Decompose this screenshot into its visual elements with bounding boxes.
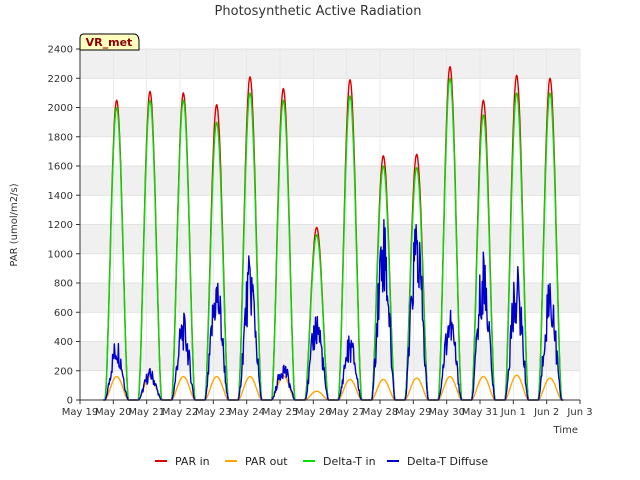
x-tick-label: May 22	[162, 407, 199, 418]
x-tick-label: Jun 1	[500, 407, 526, 418]
y-tick-label: 800	[54, 279, 73, 290]
y-tick-label: 1400	[48, 191, 73, 202]
y-tick-label: 400	[54, 337, 73, 348]
badge-box	[79, 33, 140, 51]
grid-band	[80, 283, 580, 313]
legend-label: PAR out	[245, 455, 288, 468]
y-tick-label: 600	[54, 308, 73, 319]
y-tick-label: 2000	[48, 103, 73, 114]
grid-band	[80, 166, 580, 196]
site-badge: VR_met	[79, 33, 140, 51]
x-tick-label: May 19	[62, 407, 99, 418]
y-axis-ticks: 0 200 400 600 800 1000 1200 1400 1600 1800 2000 220…	[48, 45, 80, 407]
x-tick-label: May 26	[295, 407, 332, 418]
chart-title: Photosynthetic Active Radiation	[215, 4, 422, 19]
x-tick-label: May 21	[128, 407, 165, 418]
y-tick-label: 1000	[48, 249, 73, 260]
x-axis-label: Time	[553, 425, 578, 436]
x-tick-label: Jun 3	[566, 407, 592, 418]
x-tick-label: May 29	[395, 407, 432, 418]
x-tick-label: May 23	[195, 407, 232, 418]
y-axis-label: PAR (umol/m2/s)	[9, 183, 20, 266]
x-tick-label: May 20	[95, 407, 132, 418]
legend-label: PAR in	[175, 455, 210, 468]
x-tick-label: May 25	[262, 407, 299, 418]
legend: PAR in PAR out Delta-T in Delta-T Diffuse	[155, 455, 488, 468]
x-tick-label: May 30	[428, 407, 465, 418]
y-tick-label: 200	[54, 366, 73, 377]
legend-label: Delta-T Diffuse	[407, 455, 488, 468]
x-tick-label: May 28	[362, 407, 399, 418]
y-tick-label: 1600	[48, 162, 73, 173]
x-tick-label: May 24	[228, 407, 265, 418]
grid-band	[80, 107, 580, 137]
grid-band	[80, 224, 580, 254]
legend-label: Delta-T in	[323, 455, 376, 468]
x-tick-label: May 31	[462, 407, 499, 418]
x-tick-label: Jun 2	[533, 407, 559, 418]
badge-label: VR_met	[86, 36, 133, 49]
y-tick-label: 2400	[48, 45, 73, 56]
y-tick-label: 1800	[48, 132, 73, 143]
x-tick-label: May 27	[328, 407, 365, 418]
grid-band	[80, 341, 580, 371]
y-tick-label: 1200	[48, 220, 73, 231]
y-tick-label: 2200	[48, 74, 73, 85]
y-tick-label: 0	[67, 396, 73, 407]
grid-band	[80, 49, 580, 79]
